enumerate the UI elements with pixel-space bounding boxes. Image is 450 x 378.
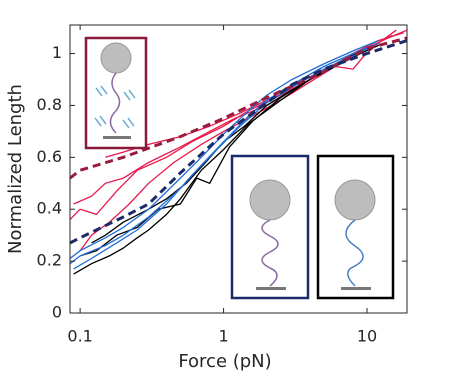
fit-line [70,36,407,180]
inset-blue [230,154,310,300]
trace-line [73,45,374,270]
fit-line [70,39,407,245]
x-tick-label: 1 [218,327,228,346]
axes-box [69,24,408,314]
plot-area [69,24,408,314]
y-tick-label: 0 [52,303,62,322]
y-axis-title: Normalized Length [5,84,26,254]
inset-red [84,36,148,150]
y-tick-label: 0.4 [37,199,62,218]
trace-line [91,55,354,244]
x-axis-title: Force (pN) [178,351,271,372]
x-tick-label: 10 [357,327,377,346]
y-tick-label: 0.2 [37,251,62,270]
y-tick-label: 1 [52,43,62,62]
y-tick-label: 0.6 [37,147,62,166]
x-tick-label: 0.1 [67,327,92,346]
y-tick-label: 0.8 [37,95,62,114]
inset-black [316,154,395,300]
trace-line [105,34,393,158]
